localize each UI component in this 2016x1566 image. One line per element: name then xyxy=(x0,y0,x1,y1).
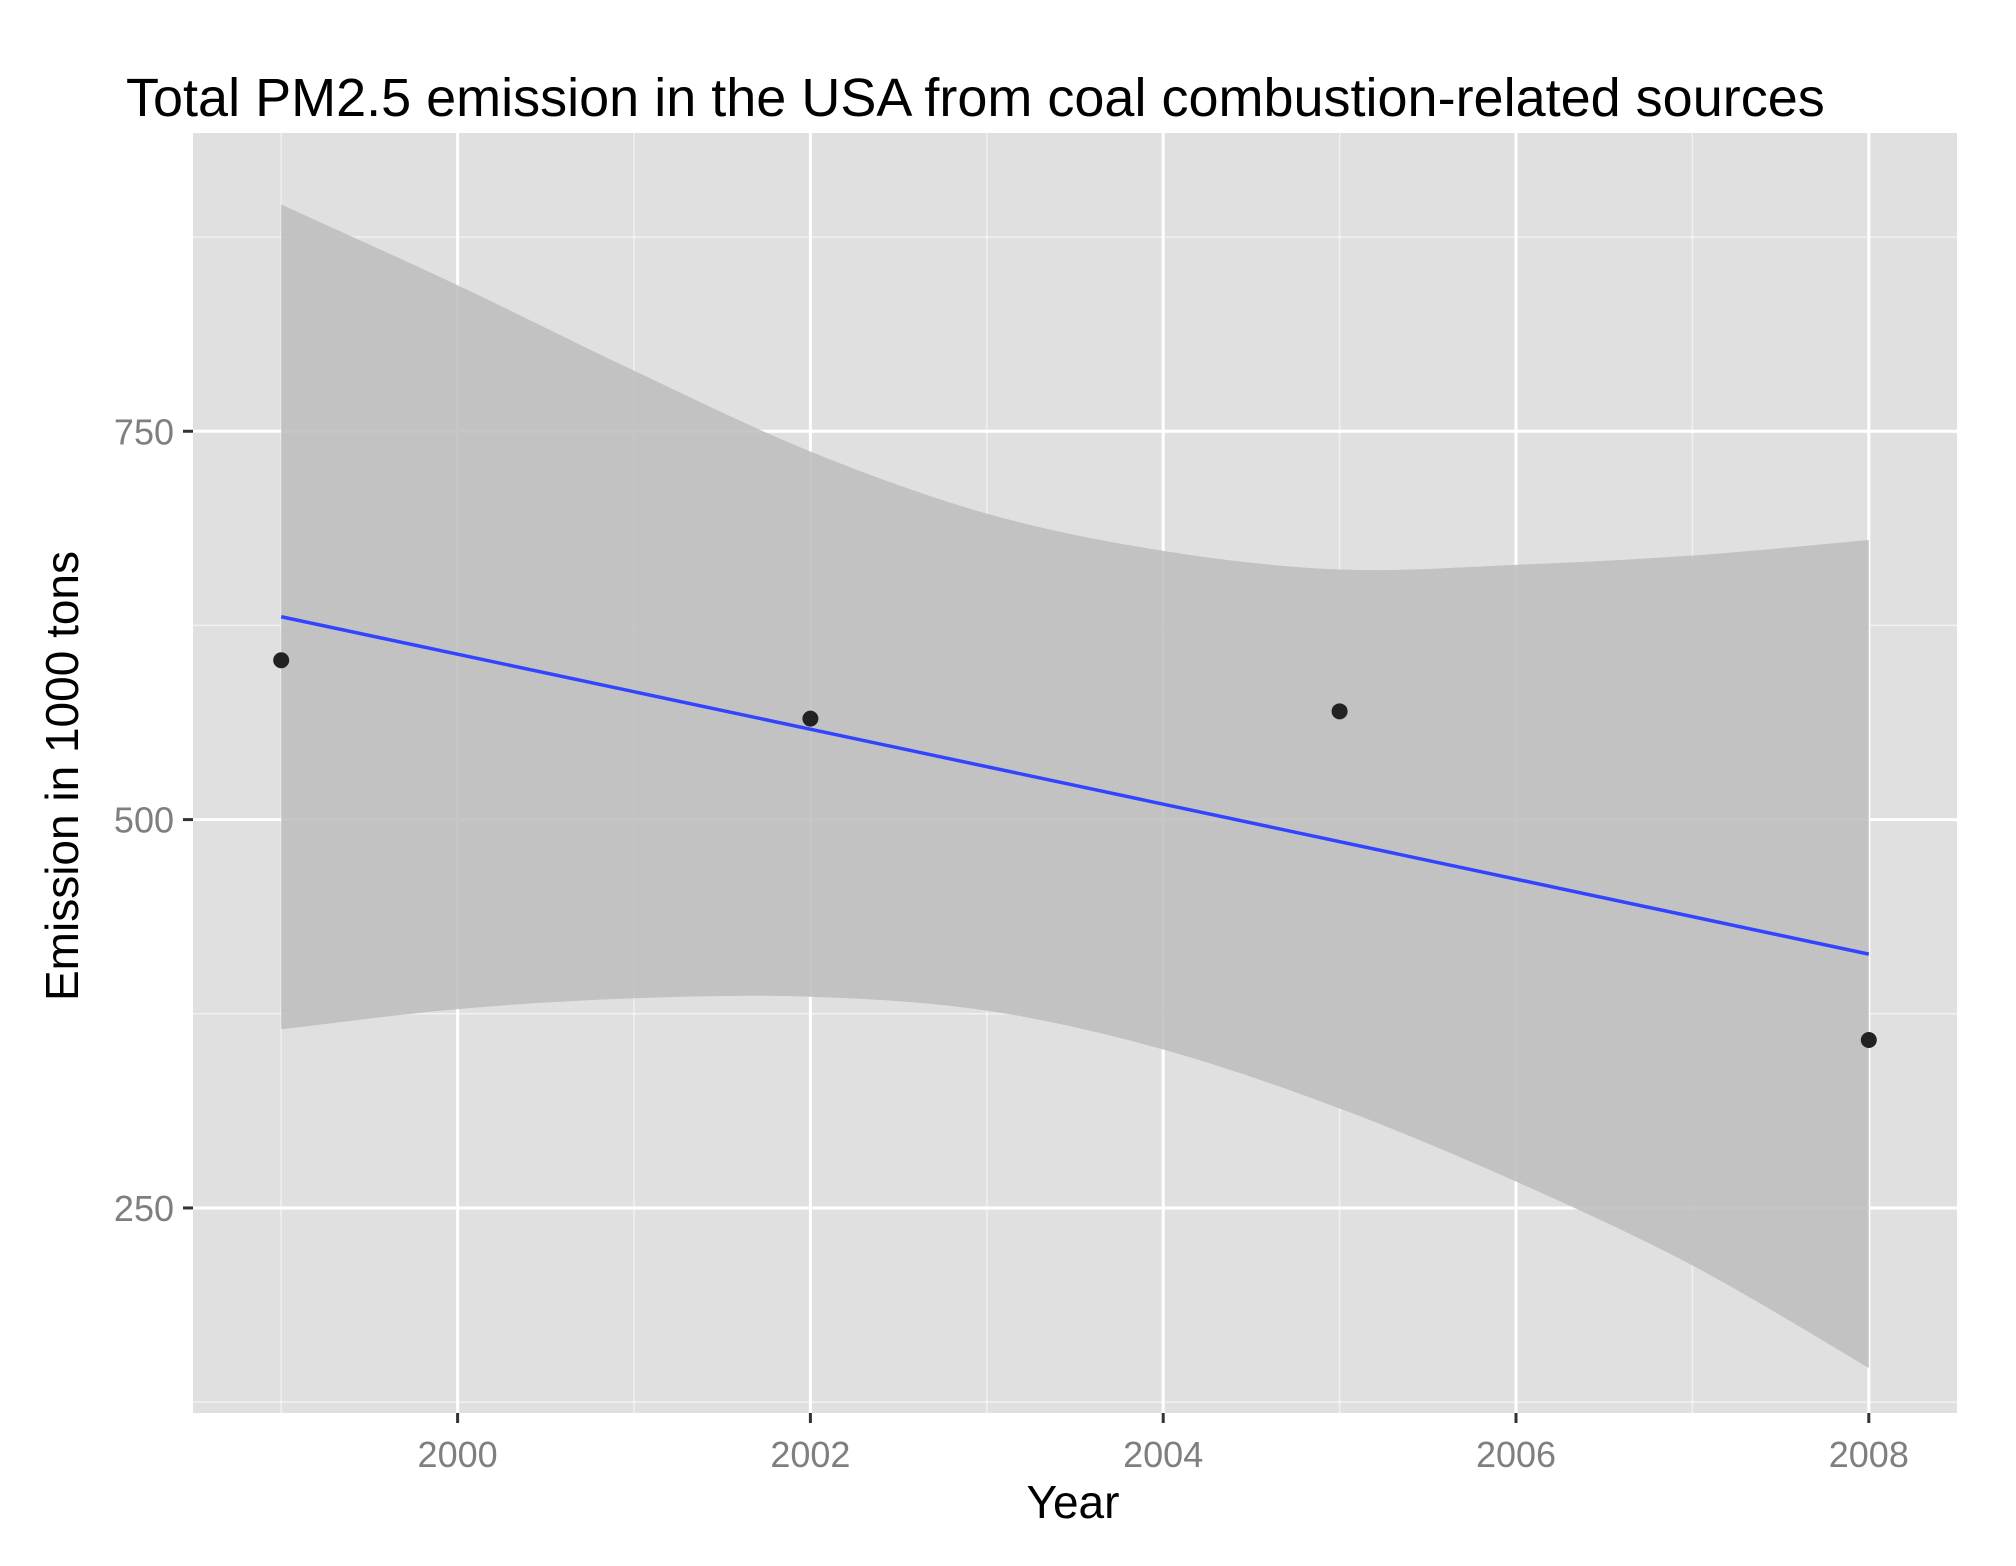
x-axis-title: Year xyxy=(1027,1476,1120,1528)
x-tick-label: 2000 xyxy=(418,1434,498,1475)
data-points xyxy=(273,652,1877,1049)
trend-line xyxy=(280,615,1870,956)
y-tick-label: 750 xyxy=(114,411,174,452)
x-tick-label: 2004 xyxy=(1123,1434,1203,1475)
data-point xyxy=(1860,1032,1877,1049)
x-tick-label: 2006 xyxy=(1476,1434,1556,1475)
data-point xyxy=(802,710,819,727)
data-point xyxy=(1331,703,1348,720)
y-axis: 250 500 750 xyxy=(114,411,193,1229)
x-axis: 2000 2002 2004 2006 2008 xyxy=(418,1413,1909,1475)
x-tick-label: 2008 xyxy=(1829,1434,1909,1475)
y-axis-title: Emission in 1000 tons xyxy=(36,551,88,1001)
chart-title: Total PM2.5 emission in the USA from coa… xyxy=(126,68,1825,128)
y-tick-label: 250 xyxy=(114,1188,174,1229)
x-tick-label: 2002 xyxy=(770,1434,850,1475)
y-tick-label: 500 xyxy=(114,800,174,841)
data-point xyxy=(273,652,290,669)
